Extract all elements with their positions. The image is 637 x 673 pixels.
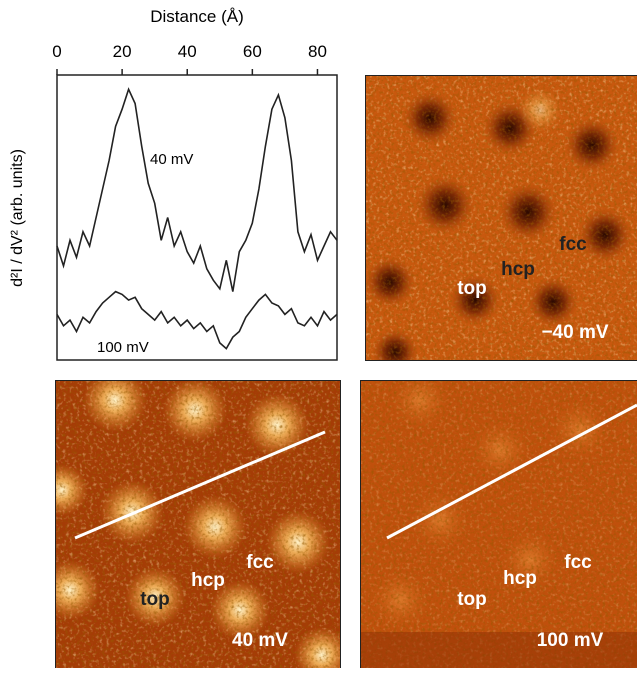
- stm-image: fcc hcp top 100 mV: [361, 370, 637, 668]
- bias-label: 40 mV: [232, 630, 288, 651]
- site-label: top: [457, 278, 487, 299]
- site-label: top: [140, 589, 170, 610]
- bias-label: −40 mV: [541, 322, 608, 343]
- stm-image: fcc hcp top 40 mV: [36, 368, 350, 668]
- site-label: top: [457, 589, 487, 610]
- y-axis-title: d²I / dV² (arb. units): [9, 149, 26, 287]
- stm-image: fcc hcp top −40 mV: [364, 76, 637, 376]
- site-label: hcp: [503, 568, 537, 589]
- series-label: 40 mV: [150, 151, 193, 168]
- x-tick-label: 20: [113, 42, 132, 61]
- series-label: 100 mV: [97, 339, 149, 356]
- x-tick-label: 0: [52, 42, 61, 61]
- site-label: fcc: [246, 552, 274, 573]
- site-label: hcp: [501, 259, 535, 280]
- site-label: hcp: [191, 570, 225, 591]
- site-label: fcc: [559, 234, 587, 255]
- site-label: fcc: [564, 552, 592, 573]
- x-axis-title: Distance (Å): [150, 7, 244, 26]
- x-tick-label: 40: [178, 42, 197, 61]
- x-tick-label: 60: [243, 42, 262, 61]
- bias-label: 100 mV: [537, 630, 604, 651]
- x-tick-label: 80: [308, 42, 327, 61]
- line-series: [57, 89, 337, 291]
